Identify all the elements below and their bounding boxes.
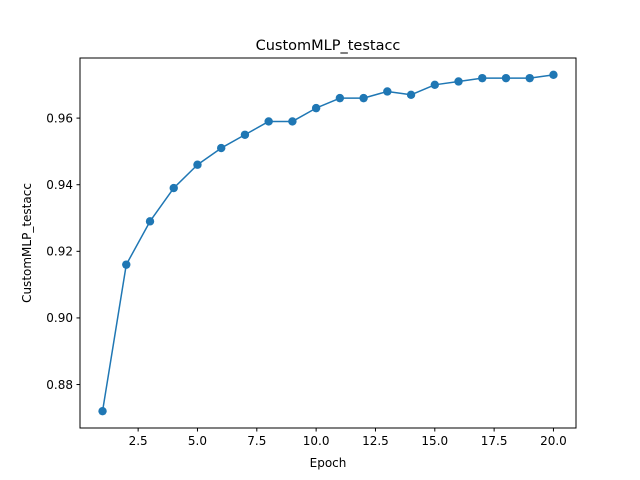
y-tick-label: 0.96 bbox=[46, 111, 73, 125]
y-tick-label: 0.92 bbox=[46, 245, 73, 259]
y-tick-label: 0.94 bbox=[46, 178, 73, 192]
y-tick-label: 0.88 bbox=[46, 378, 73, 392]
data-point bbox=[478, 73, 487, 83]
data-point bbox=[145, 217, 155, 226]
data-point bbox=[359, 93, 368, 103]
x-tick-label: 17.5 bbox=[481, 434, 508, 448]
plot-frame bbox=[79, 57, 577, 429]
x-tick-label: 7.5 bbox=[247, 434, 266, 448]
data-point bbox=[501, 73, 511, 83]
data-point bbox=[98, 406, 107, 416]
x-axis-ticks: 2.5 5.0 7.5 10.0 12.5 15.0 17.5 20.0 bbox=[129, 428, 567, 448]
data-point bbox=[311, 103, 321, 113]
data-point bbox=[288, 117, 297, 126]
chart-title: CustomMLP_testacc bbox=[256, 38, 401, 54]
data-point bbox=[217, 143, 226, 153]
x-tick-label: 5.0 bbox=[188, 434, 207, 448]
x-axis-label: Epoch bbox=[310, 456, 347, 470]
data-point bbox=[193, 160, 202, 169]
data-point bbox=[406, 90, 416, 100]
y-axis-label: CustomMLP_testacc bbox=[20, 183, 34, 303]
x-tick-label: 2.5 bbox=[129, 434, 148, 448]
data-point bbox=[335, 93, 345, 103]
y-axis-ticks: 0.88 0.90 0.92 0.94 0.96 bbox=[46, 111, 80, 392]
data-point bbox=[454, 77, 463, 86]
data-point bbox=[549, 70, 558, 80]
x-tick-label: 12.5 bbox=[362, 434, 389, 448]
data-point bbox=[383, 87, 392, 96]
x-tick-label: 15.0 bbox=[421, 434, 448, 448]
x-tick-label: 20.0 bbox=[540, 434, 567, 448]
y-tick-label: 0.90 bbox=[46, 311, 73, 325]
data-point bbox=[430, 80, 439, 90]
data-point bbox=[264, 117, 273, 126]
data-point bbox=[240, 130, 250, 139]
data-point bbox=[525, 73, 534, 83]
data-point bbox=[169, 183, 178, 193]
x-tick-label: 10.0 bbox=[303, 434, 330, 448]
series-layer bbox=[98, 70, 558, 416]
data-point bbox=[122, 260, 131, 269]
